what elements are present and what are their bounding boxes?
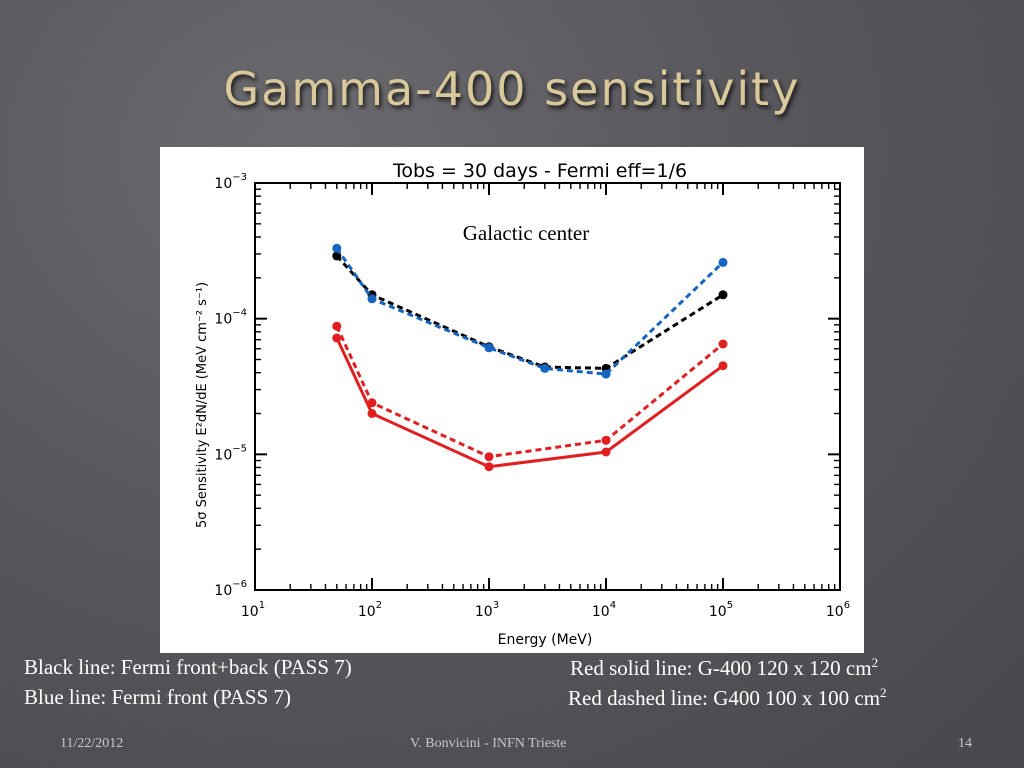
x-tick-exponent: 2 <box>376 600 382 611</box>
x-tick-exponent: 5 <box>727 600 733 611</box>
y-tick-label: 10−6 <box>214 579 247 599</box>
x-axis-label: Energy (MeV) <box>498 632 593 648</box>
y-tick-exponent: −6 <box>232 579 247 590</box>
x-tick-base: 10 <box>826 604 844 620</box>
series-line-2 <box>335 337 724 469</box>
caption-red-dashed-exponent: 2 <box>880 685 887 700</box>
x-tick-base: 10 <box>358 604 376 620</box>
series-point-3 <box>367 398 377 408</box>
y-tick-label: 10−5 <box>214 443 247 463</box>
series-point-3 <box>332 321 342 331</box>
x-tick-base: 10 <box>241 604 259 620</box>
y-tick-exponent: −4 <box>232 308 247 319</box>
y-tick-base: 10 <box>214 312 232 328</box>
footer-author: V. Bonvicini - INFN Trieste <box>410 736 567 751</box>
y-tick-label: 10−3 <box>214 172 247 192</box>
caption-red-solid-exponent: 2 <box>871 655 879 670</box>
x-tick-exponent: 3 <box>493 600 499 611</box>
chart-annotation: Galactic center <box>463 221 590 245</box>
series-point-2 <box>367 409 377 418</box>
axis-ticks <box>254 182 841 591</box>
x-tick-label: 106 <box>826 600 850 620</box>
y-tick-base: 10 <box>214 176 232 192</box>
y-tick-exponent: −3 <box>232 172 247 183</box>
caption-blue-line: Blue line: Fermi front (PASS 7) <box>24 685 291 709</box>
x-tick-label: 105 <box>709 600 733 620</box>
x-tick-label: 102 <box>358 600 382 620</box>
series-layer <box>332 243 728 472</box>
series-line-1 <box>335 247 725 376</box>
series-point-1 <box>332 243 342 253</box>
x-tick-exponent: 1 <box>259 600 265 611</box>
caption-red-solid-line: Red solid line: G-400 120 x 120 cm2 <box>570 655 878 681</box>
plot-border <box>254 182 841 591</box>
footer-date: 11/22/2012 <box>60 736 124 751</box>
x-tick-label: 101 <box>241 600 265 620</box>
series-point-3 <box>484 452 494 462</box>
series-point-1 <box>367 294 377 304</box>
x-tick-base: 10 <box>709 604 727 620</box>
series-point-2 <box>332 333 342 343</box>
series-point-2 <box>484 462 494 472</box>
series-point-3 <box>601 435 611 445</box>
y-tick-label: 10−4 <box>214 308 247 328</box>
series-line-3 <box>335 325 724 459</box>
series-point-3 <box>718 339 728 349</box>
y-tick-base: 10 <box>214 583 232 599</box>
caption-red-solid-text: Red solid line: G-400 120 x 120 cm <box>570 656 872 680</box>
x-tick-label: 103 <box>475 600 499 620</box>
series-point-2 <box>601 447 611 457</box>
series-point-2 <box>718 361 728 371</box>
caption-red-dashed-line: Red dashed line: G400 100 x 100 cm2 <box>568 685 887 711</box>
chart-title: Tobs = 30 days - Fermi eff=1/6 <box>392 160 687 182</box>
series-point-1 <box>484 343 494 353</box>
series-point-0 <box>718 290 728 300</box>
series-point-1 <box>718 257 728 267</box>
series-point-1 <box>540 363 550 373</box>
x-tick-label: 104 <box>592 600 616 620</box>
slide-title: Gamma-400 sensitivity <box>223 62 801 116</box>
y-axis-label: 5σ Sensitivity E²dN/dE (MeV cm⁻² s⁻¹) <box>195 282 210 528</box>
series-line-0 <box>335 254 724 370</box>
footer-page-number: 14 <box>958 736 972 751</box>
sensitivity-plot: 101 102 103 104 105 106 10−6 10−5 10−4 10−3 Tobs … <box>160 147 864 653</box>
x-tick-base: 10 <box>592 604 610 620</box>
caption-red-dashed-text: Red dashed line: G400 100 x 100 cm <box>568 686 881 710</box>
x-tick-exponent: 4 <box>610 600 616 611</box>
x-tick-base: 10 <box>475 604 493 620</box>
series-point-1 <box>601 369 611 379</box>
caption-black-line: Black line: Fermi front+back (PASS 7) <box>24 655 352 679</box>
y-tick-base: 10 <box>214 447 232 463</box>
plot-frame <box>254 182 841 591</box>
y-tick-exponent: −5 <box>232 443 247 454</box>
x-tick-exponent: 6 <box>844 600 850 611</box>
